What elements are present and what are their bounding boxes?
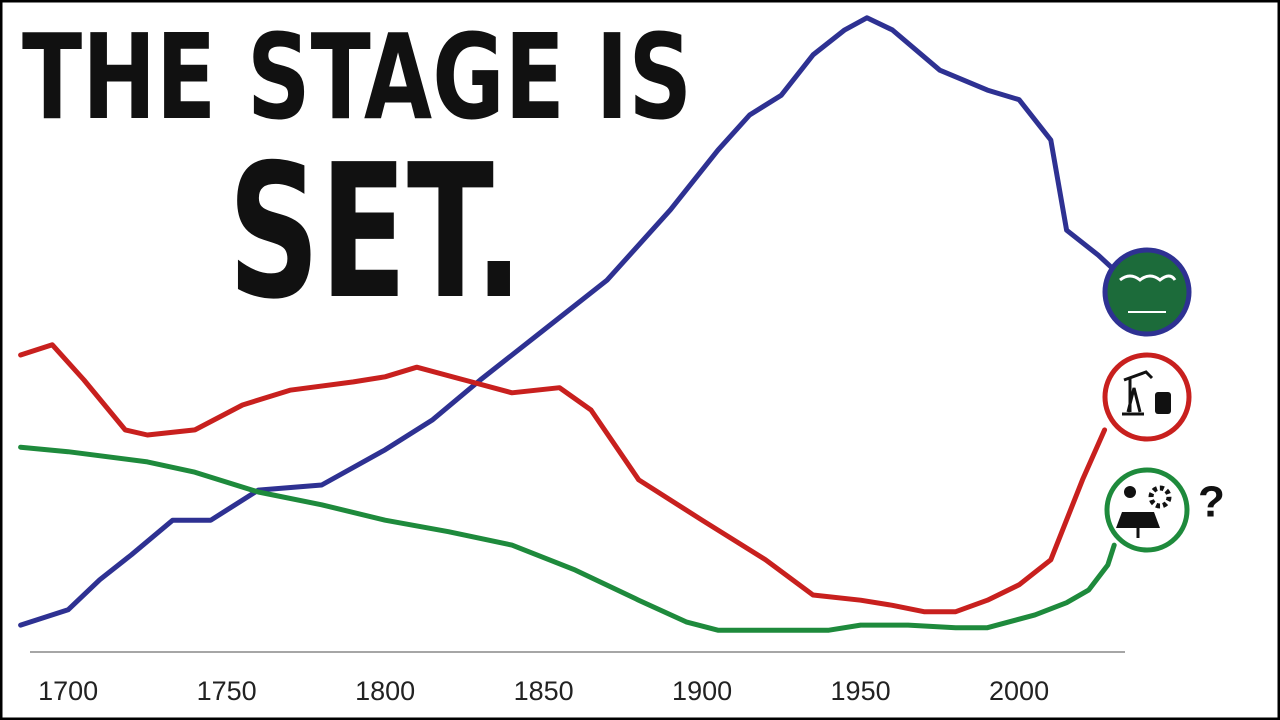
annotation: ? bbox=[1198, 478, 1225, 527]
plot bbox=[18, 15, 1117, 633]
x-tick-label: 1700 bbox=[38, 676, 98, 706]
saudi-icon bbox=[1102, 247, 1192, 337]
title-line: SET. bbox=[228, 124, 523, 340]
x-tick-label: 2000 bbox=[989, 676, 1049, 706]
title-line: THE STAGE IS bbox=[22, 8, 692, 146]
line bbox=[18, 342, 1108, 615]
x-tick-label: 1750 bbox=[197, 676, 257, 706]
renewable-icon bbox=[1104, 467, 1190, 553]
x-tick-label: 1800 bbox=[355, 676, 415, 706]
line bbox=[18, 444, 1117, 633]
oil-icon bbox=[1102, 352, 1192, 442]
line bbox=[18, 15, 1117, 628]
x-tick-label: 1900 bbox=[672, 676, 732, 706]
x-tick-label: 1950 bbox=[831, 676, 891, 706]
x-tick-label: 1850 bbox=[514, 676, 574, 706]
